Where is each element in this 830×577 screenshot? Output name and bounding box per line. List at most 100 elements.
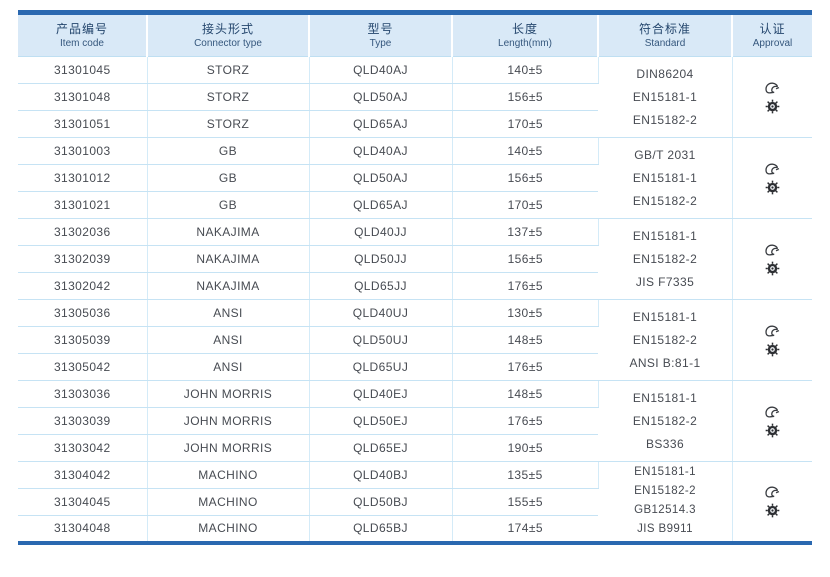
length-cell: 190±5 [452,434,598,462]
type-cell: QLD40AJ [309,56,453,84]
gear-seal-icon [765,342,780,357]
length-cell: 130±5 [452,299,599,327]
item-code-cell: 31301048 [18,83,148,111]
table-row: 31302036 NAKAJIMA QLD40JJ 137±5 EN15181-… [18,218,812,300]
table-row: 31304045 MACHINO QLD50BJ 155±5 [18,488,812,516]
header-en: Approval [752,37,793,49]
item-code-cell: 31305042 [18,353,148,381]
standard-line: EN15181-1 [634,466,696,479]
type-cell: QLD40BJ [309,461,453,489]
certification-logo-icon [764,81,781,95]
approval-cell [732,137,812,219]
length-cell: 137±5 [452,218,599,246]
type-cell: QLD40JJ [309,218,453,246]
length-cell: 174±5 [452,515,598,543]
item-code-cell: 31302036 [18,218,148,246]
item-code-cell: 31304048 [18,515,148,543]
table-row: 31302042 NAKAJIMA QLD65JJ 176±5 [18,272,812,300]
type-cell: QLD50EJ [309,407,453,435]
table-row: 31303042 JOHN MORRIS QLD65EJ 190±5 [18,434,812,462]
length-cell: 156±5 [452,164,598,192]
table-row: 31301048 STORZ QLD50AJ 156±5 [18,83,812,111]
connector-type-cell: STORZ [147,56,310,84]
header-zh: 产品编号 [55,21,108,36]
connector-type-cell: GB [147,137,310,165]
standard-line: GB12514.3 [634,504,696,517]
gear-seal-icon [765,423,780,438]
table-row: 31303036 JOHN MORRIS QLD40EJ 148±5 EN151… [18,380,812,462]
type-cell: QLD50AJ [309,164,453,192]
length-cell: 176±5 [452,407,598,435]
standard-line: DIN86204 [636,66,694,81]
header-en: Standard [644,37,686,49]
header-zh: 型号 [367,21,394,36]
header-en: Connector type [194,37,262,49]
connector-type-cell: GB [147,164,310,192]
type-cell: QLD65BJ [309,515,453,543]
standard-line: BS336 [645,436,685,451]
table-row: 31301051 STORZ QLD65AJ 170±5 [18,110,812,138]
standard-line: EN15181-1 [632,228,698,243]
length-cell: 140±5 [452,137,599,165]
header-zh: 符合标准 [638,21,691,36]
item-code-cell: 31301012 [18,164,148,192]
item-code-cell: 31301021 [18,191,148,219]
standard-cell: EN15181-1 EN15182-2 JIS F7335 [598,218,733,300]
header-zh: 长度 [511,21,538,36]
standard-line: EN15181-1 [632,390,698,405]
table-row: 31304042 MACHINO QLD40BJ 135±5 EN15181-1… [18,461,812,543]
item-code-cell: 31304042 [18,461,148,489]
length-cell: 170±5 [452,191,598,219]
connector-type-cell: STORZ [147,83,310,111]
approval-cell [732,299,812,381]
col-header-approval: 认证 Approval [732,12,812,57]
type-cell: QLD50UJ [309,326,453,354]
connector-type-cell: NAKAJIMA [147,245,310,273]
standard-cell: EN15181-1 EN15182-2 GB12514.3 JIS B9911 [598,461,733,543]
header-en: Type [369,37,392,49]
connector-type-cell: JOHN MORRIS [147,434,310,462]
standard-line: JIS B9911 [637,523,693,536]
type-cell: QLD65AJ [309,191,453,219]
item-code-cell: 31301003 [18,137,148,165]
standard-line: EN15182-2 [632,413,698,428]
table-row: 31301021 GB QLD65AJ 170±5 [18,191,812,219]
table-row: 31301003 GB QLD40AJ 140±5 GB/T 2031 EN15… [18,137,812,219]
header-en: Length(mm) [498,37,552,49]
connector-type-cell: MACHINO [147,488,310,516]
standard-cell: GB/T 2031 EN15181-1 EN15182-2 [598,137,733,219]
standard-line: GB/T 2031 [634,147,696,162]
connector-type-cell: ANSI [147,299,310,327]
length-cell: 148±5 [452,326,598,354]
type-cell: QLD65AJ [309,110,453,138]
connector-type-cell: STORZ [147,110,310,138]
standard-cell: DIN86204 EN15181-1 EN15182-2 [598,56,733,138]
length-cell: 135±5 [452,461,599,489]
standard-line: EN15182-2 [632,193,698,208]
standard-line: EN15182-2 [632,332,698,347]
approval-cell [732,461,812,543]
item-code-cell: 31303039 [18,407,148,435]
item-code-cell: 31305036 [18,299,148,327]
gear-seal-icon [765,261,780,276]
connector-type-cell: ANSI [147,326,310,354]
item-code-cell: 31302039 [18,245,148,273]
item-code-cell: 31301045 [18,56,148,84]
connector-type-cell: NAKAJIMA [147,272,310,300]
table-row: 31303039 JOHN MORRIS QLD50EJ 176±5 [18,407,812,435]
connector-type-cell: JOHN MORRIS [147,407,310,435]
connector-type-cell: ANSI [147,353,310,381]
length-cell: 156±5 [452,245,598,273]
table-row: 31305036 ANSI QLD40UJ 130±5 EN15181-1 EN… [18,299,812,381]
standard-line: ANSI B:81-1 [629,355,701,370]
standard-line: EN15181-1 [632,170,698,185]
length-cell: 170±5 [452,110,598,138]
length-cell: 156±5 [452,83,598,111]
approval-cell [732,380,812,462]
item-code-cell: 31305039 [18,326,148,354]
col-header-type: 型号 Type [309,12,453,57]
col-header-length: 长度 Length(mm) [452,12,599,57]
type-cell: QLD65JJ [309,272,453,300]
gear-seal-icon [765,180,780,195]
connector-type-cell: MACHINO [147,461,310,489]
